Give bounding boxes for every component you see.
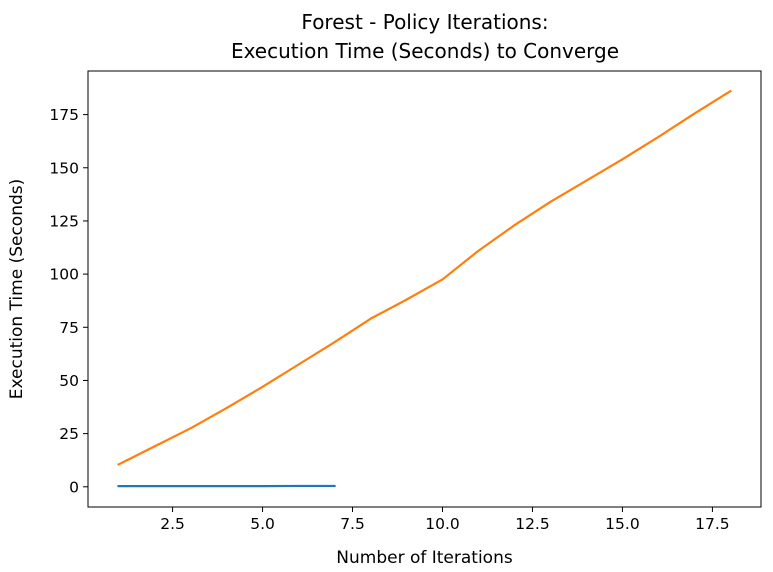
x-tick-label: 17.5 bbox=[695, 515, 730, 533]
chart-title-line-1: Forest - Policy Iterations: bbox=[301, 10, 548, 34]
chart-title-line-2: Execution Time (Seconds) to Converge bbox=[231, 39, 619, 63]
x-tick-label: 15.0 bbox=[605, 515, 640, 533]
y-tick-label: 125 bbox=[49, 212, 79, 230]
plot-frame bbox=[87, 70, 762, 508]
y-tick-label: 150 bbox=[49, 159, 79, 177]
y-tick-label: 0 bbox=[69, 478, 79, 496]
x-tick-label: 12.5 bbox=[515, 515, 550, 533]
y-tick-label: 100 bbox=[49, 266, 79, 284]
y-tick-label: 175 bbox=[49, 106, 79, 124]
x-tick-label: 2.5 bbox=[160, 515, 185, 533]
x-tick-label: 10.0 bbox=[425, 515, 460, 533]
series-line-2 bbox=[117, 89, 732, 466]
x-axis-label: Number of Iterations bbox=[336, 548, 513, 568]
plot-area bbox=[117, 89, 732, 488]
y-tick-label: 50 bbox=[59, 372, 79, 390]
x-tick-label: 7.5 bbox=[340, 515, 365, 533]
y-tick-label: 75 bbox=[59, 319, 79, 337]
y-axis: 0 25 50 75 100 125 150 175 bbox=[49, 106, 88, 496]
y-axis-label: Execution Time (Seconds) bbox=[7, 179, 27, 400]
y-tick-label: 25 bbox=[59, 425, 79, 443]
x-axis: 2.5 5.0 7.5 10.0 12.5 15.0 17.5 bbox=[160, 507, 730, 533]
x-tick-label: 5.0 bbox=[250, 515, 275, 533]
